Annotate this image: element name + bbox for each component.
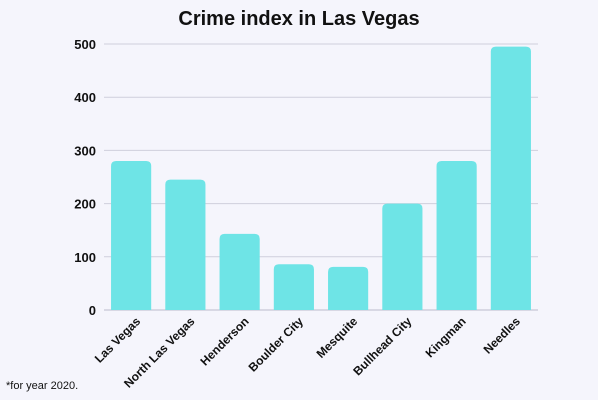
x-tick-label: Kingman [423,314,469,360]
y-tick-label: 100 [74,250,96,265]
y-tick-label: 0 [89,303,96,318]
bar [328,266,369,310]
bars [111,46,531,310]
y-tick-label: 300 [74,143,96,158]
x-tick-label: Bullhead City [350,314,414,378]
x-tick-label: Las Vegas [92,314,144,366]
bar [490,46,531,310]
bar [111,161,152,310]
chart-title: Crime index in Las Vegas [178,8,420,30]
footnote: *for year 2020. [6,380,79,392]
y-tick-label: 500 [74,37,96,52]
y-axis-tick-labels: 0 100 200 300 400 500 [74,37,96,318]
bar [165,179,206,310]
x-tick-label: Mesquite [314,314,361,361]
y-tick-label: 400 [74,90,96,105]
bar [382,203,423,310]
x-tick-label: Henderson [198,314,252,368]
bar [219,233,260,310]
x-tick-label: Boulder City [246,314,307,375]
y-tick-label: 200 [74,197,96,212]
bar [436,161,477,310]
bar [273,264,314,310]
x-tick-label: Needles [481,314,524,357]
